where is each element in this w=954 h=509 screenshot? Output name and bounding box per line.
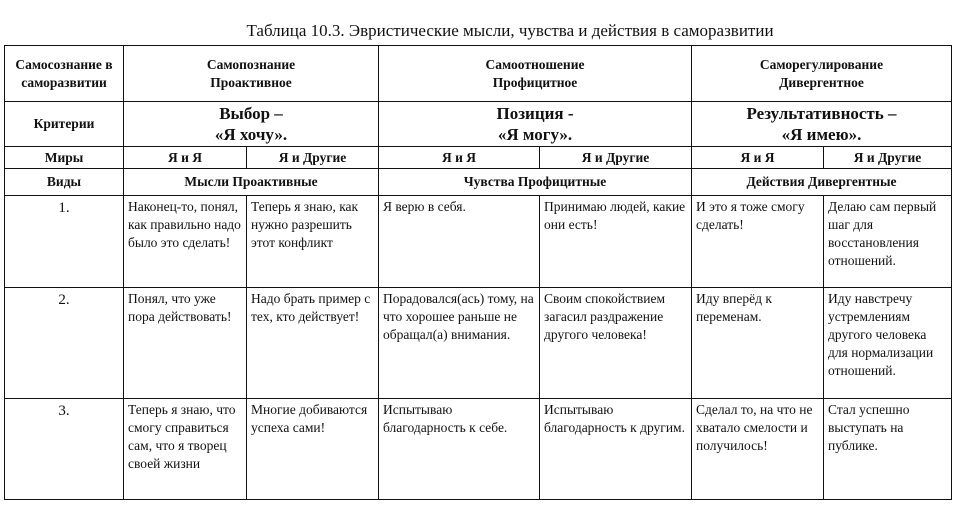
group-header-2: Самоотношение Профицитное <box>378 45 692 102</box>
row-number: 1. <box>4 195 124 288</box>
criteria-row: Критерии Выбор – «Я хочу». Позиция - «Я мо… <box>4 101 952 147</box>
table-cell: Испытываю благодарность к себе. <box>378 398 540 500</box>
group-header-1: Самопознание Проактивное <box>123 45 379 102</box>
table-cell: Порадовался(ась) тому, на что хорошее ра… <box>378 287 540 399</box>
worlds-row: Миры Я и Я Я и Другие Я и Я Я и Другие Я… <box>4 146 952 169</box>
table-cell: Наконец-то, понял, как правильно надо бы… <box>123 195 247 288</box>
kinds-label: Виды <box>4 168 124 196</box>
row-number: 2. <box>4 287 124 399</box>
table-row: 1. Наконец-то, понял, как правильно надо… <box>4 195 952 288</box>
table-caption: Таблица 10.3. Эвристические мысли, чувст… <box>246 21 774 40</box>
table-cell: Сделал то, на что не хватало смелости и … <box>691 398 824 500</box>
header-row: Самосознание в саморазвитии Самопознание… <box>4 45 952 102</box>
heuristics-table: Самосознание в саморазвитии Самопознание… <box>4 45 952 500</box>
criterion-1: Выбор – «Я хочу». <box>123 101 379 147</box>
world-others: Я и Другие <box>823 146 952 169</box>
world-self: Я и Я <box>123 146 247 169</box>
criterion-3: Результативность – «Я имею». <box>691 101 952 147</box>
table-cell: Теперь я знаю, что смогу справиться сам,… <box>123 398 247 500</box>
world-self: Я и Я <box>691 146 824 169</box>
criteria-label: Критерии <box>4 101 124 147</box>
table-cell: Иду навстречу устремлениям другого челов… <box>823 287 952 399</box>
table-cell: Надо брать пример с тех, кто действует! <box>246 287 379 399</box>
table-cell: Принимаю людей, какие они есть! <box>539 195 692 288</box>
kind-1: Мысли Проактивные <box>123 168 379 196</box>
table-cell: Иду вперёд к переменам. <box>691 287 824 399</box>
criterion-2: Позиция - «Я могу». <box>378 101 692 147</box>
table-cell: Я верю в себя. <box>378 195 540 288</box>
row-number: 3. <box>4 398 124 500</box>
worlds-label: Миры <box>4 146 124 169</box>
table-cell: Своим спокойствием загасил раздражение д… <box>539 287 692 399</box>
world-others: Я и Другие <box>246 146 379 169</box>
table-cell: Понял, что уже пора действовать! <box>123 287 247 399</box>
table-cell: И это я тоже смогу сделать! <box>691 195 824 288</box>
table-row: 3. Теперь я знаю, что смогу справиться с… <box>4 398 952 500</box>
table-cell: Стал успешно выступать на публике. <box>823 398 952 500</box>
table-cell: Теперь я знаю, как нужно разрешить этот … <box>246 195 379 288</box>
table-cell: Многие добиваются успеха сами! <box>246 398 379 500</box>
table-row: 2. Понял, что уже пора действовать! Надо… <box>4 287 952 399</box>
kind-3: Действия Дивергентные <box>691 168 952 196</box>
table-cell: Испытываю благодарность к другим. <box>539 398 692 500</box>
kind-2: Чувства Профицитные <box>378 168 692 196</box>
corner-header: Самосознание в саморазвитии <box>4 45 124 102</box>
world-others: Я и Другие <box>539 146 692 169</box>
group-header-3: Саморегулирование Дивергентное <box>691 45 952 102</box>
table-cell: Делаю сам первый шаг для восстановления … <box>823 195 952 288</box>
kinds-row: Виды Мысли Проактивные Чувства Профицитн… <box>4 168 952 196</box>
world-self: Я и Я <box>378 146 540 169</box>
